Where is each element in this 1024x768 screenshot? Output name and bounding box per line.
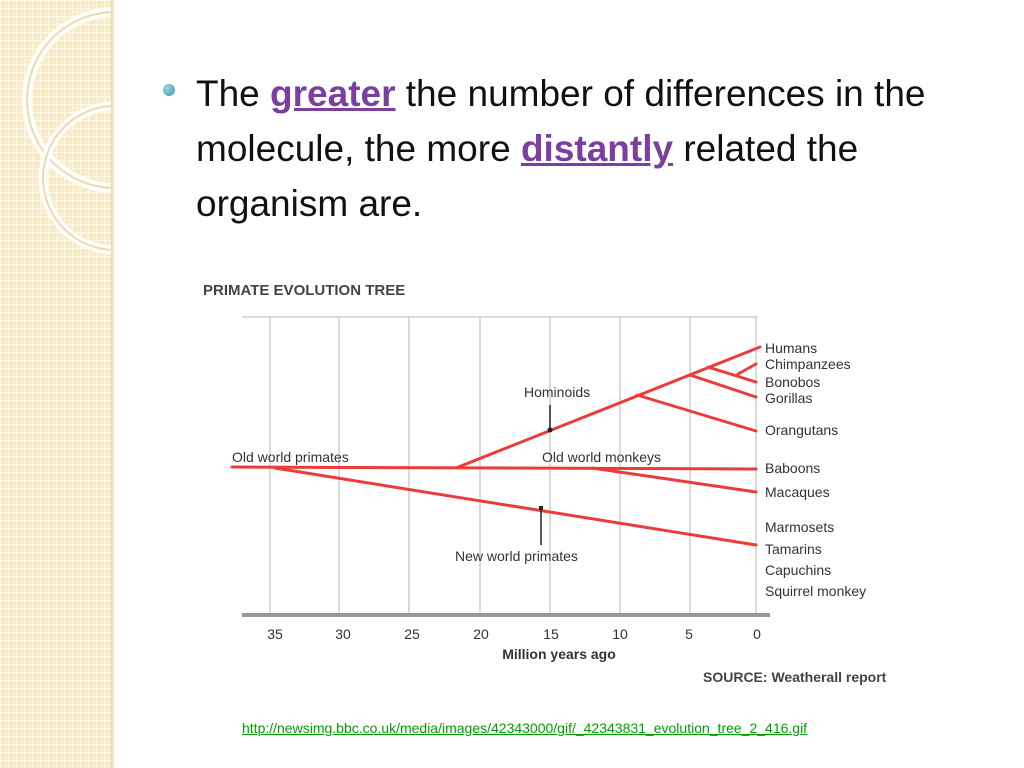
bullet-text: The greater the number of differences in… (196, 66, 976, 231)
label-old-world-primates: Old world primates (232, 449, 349, 465)
tree-branches (230, 345, 762, 547)
branch-macaques (590, 466, 758, 494)
group-labels: Old world primates Hominoids Old world m… (232, 384, 661, 564)
tick-label: 5 (685, 626, 693, 642)
text-middle: the number of differences in the molecul… (196, 73, 926, 169)
tick-label: 25 (404, 626, 420, 642)
tick-label: 20 (473, 626, 489, 642)
branch-new-world (273, 466, 758, 547)
species-label: Squirrel monkey (765, 583, 866, 599)
species-labels: Humans Chimpanzees Bonobos Gorillas Oran… (765, 340, 866, 599)
species-label: Humans (765, 340, 817, 356)
tick-label: 35 (267, 626, 283, 642)
species-label: Baboons (765, 460, 820, 476)
species-label: Gorillas (765, 390, 812, 406)
diagram-title: PRIMATE EVOLUTION TREE (203, 282, 405, 299)
emphasis-distantly: distantly (520, 128, 674, 169)
text-prefix: The (196, 73, 271, 114)
species-label: Tamarins (765, 541, 822, 557)
branch-baboons (230, 465, 758, 471)
label-pointers (540, 405, 551, 545)
tick-label: 15 (543, 626, 559, 642)
branch-orangutans (635, 393, 758, 433)
label-hominoids: Hominoids (524, 384, 590, 400)
species-label: Chimpanzees (765, 356, 851, 372)
x-axis-label: Million years ago (502, 646, 616, 662)
axis-ticks: 35 30 25 20 15 10 5 0 (267, 626, 761, 642)
species-label: Orangutans (765, 422, 838, 438)
marker-new-world (539, 506, 543, 510)
label-new-world-primates: New world primates (455, 548, 578, 564)
branch-chimpanzees (736, 362, 758, 376)
branch-gorillas (688, 373, 758, 399)
decorative-rings (22, 7, 113, 255)
species-label: Capuchins (765, 562, 831, 578)
marker-hominoids (547, 427, 553, 433)
species-label: Bonobos (765, 374, 820, 390)
decorative-sidebar (0, 0, 113, 768)
branch-bonobos (706, 365, 758, 384)
label-old-world-monkeys: Old world monkeys (542, 449, 661, 465)
diagram-source: SOURCE: Weatherall report (703, 669, 887, 685)
grid-lines (242, 316, 758, 615)
tick-label: 30 (335, 626, 351, 642)
text-suffix: related the organism are. (196, 128, 859, 224)
bullet-icon (163, 84, 175, 96)
tick-label: 0 (753, 626, 761, 642)
source-link[interactable]: http://newsimg.bbc.co.uk/media/images/42… (242, 720, 808, 736)
tick-label: 10 (612, 626, 628, 642)
sidebar-edge (111, 0, 115, 768)
species-label: Marmosets (765, 519, 834, 535)
species-label: Macaques (765, 484, 830, 500)
emphasis-greater: greater (270, 73, 396, 114)
